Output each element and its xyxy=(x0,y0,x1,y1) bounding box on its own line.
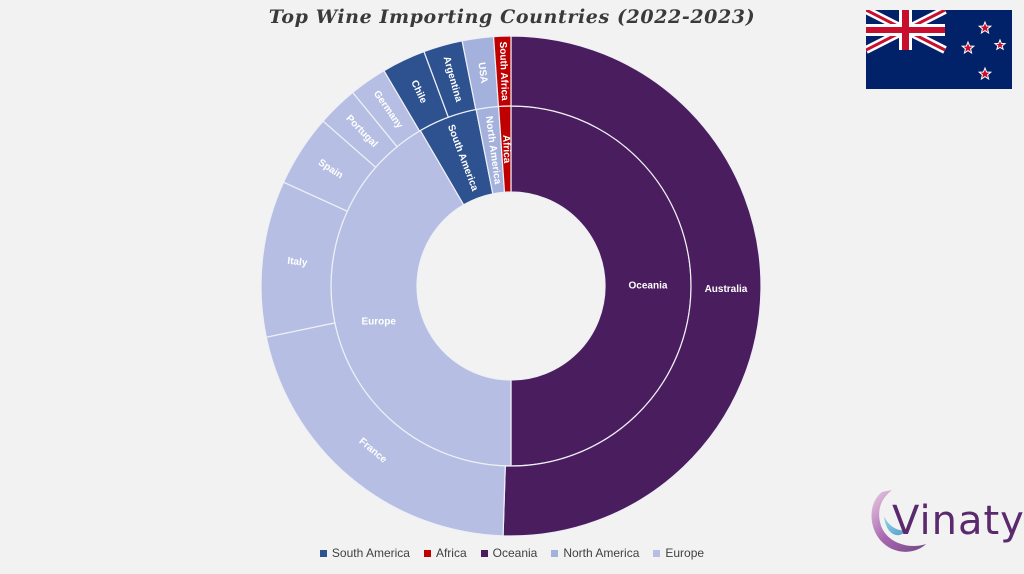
legend-label: Oceania xyxy=(492,546,538,560)
vinaty-logo-icon xyxy=(871,490,926,552)
legend-swatch xyxy=(319,549,327,557)
legend-item-europe: Europe xyxy=(653,546,704,560)
legend-label: Africa xyxy=(435,546,467,560)
outer-ring-label-italy: Italy xyxy=(287,256,309,269)
outer-ring-label-usa: USA xyxy=(475,62,489,84)
inner-ring-label-oceania: Oceania xyxy=(629,281,668,292)
legend-label: South America xyxy=(331,546,410,560)
inner-ring-label-africa: Africa xyxy=(500,135,512,164)
legend-label: Europe xyxy=(665,546,705,560)
vinaty-logo: Vinaty xyxy=(862,470,1024,570)
legend-swatch xyxy=(551,549,559,557)
legend-item-africa: Africa xyxy=(423,546,467,560)
outer-ring-label-south-africa: South Africa xyxy=(497,41,510,101)
chart-legend: South America Africa Oceania North America E… xyxy=(0,546,1024,560)
outer-ring-label-australia: Australia xyxy=(705,284,748,295)
legend-item-south-america: South America xyxy=(319,546,410,560)
legend-item-oceania: Oceania xyxy=(480,546,538,560)
chart-title: Top Wine Importing Countries (2022-2023) xyxy=(268,6,756,28)
new-zealand-flag-icon xyxy=(866,10,1012,89)
inner-ring-label-europe: Europe xyxy=(362,316,397,327)
legend-swatch xyxy=(423,549,431,557)
outer-ring-segment-australia xyxy=(502,35,762,537)
legend-swatch xyxy=(480,549,488,557)
legend-item-north-america: North America xyxy=(551,546,639,560)
legend-label: North America xyxy=(563,546,640,560)
outer-ring-segment-south-africa xyxy=(492,35,512,108)
vinaty-logo-text: Vinaty xyxy=(892,498,1024,544)
legend-swatch xyxy=(653,549,661,557)
